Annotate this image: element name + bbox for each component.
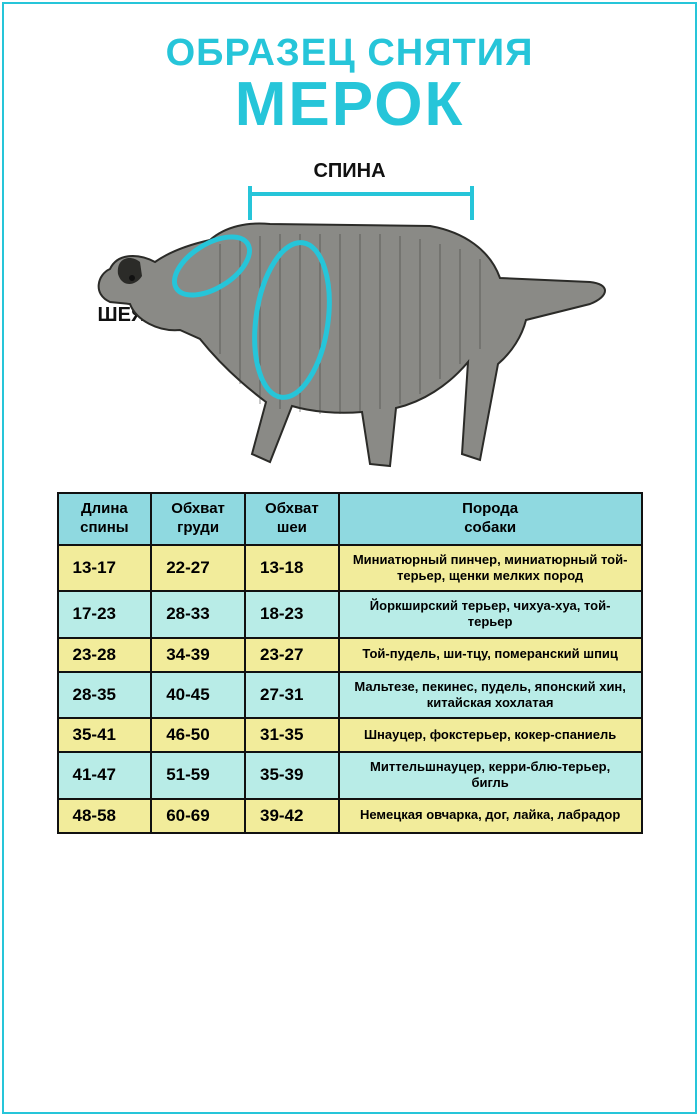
table-row: 35-4146-5031-35Шнауцер, фокстерьер, коке… (58, 718, 642, 752)
cell-breed: Шнауцер, фокстерьер, кокер-спаниель (339, 718, 642, 752)
infographic-frame: ОБРАЗЕЦ СНЯТИЯ МЕРОК СПИНА ШЕЯ ГРУДЬ (2, 2, 697, 1114)
col-header-neck: Обхватшеи (245, 493, 339, 545)
cell-back: 48-58 (58, 799, 152, 833)
cell-back: 35-41 (58, 718, 152, 752)
measurement-diagram: СПИНА ШЕЯ ГРУДЬ (70, 154, 630, 484)
cell-back: 17-23 (58, 591, 152, 638)
table-row: 17-2328-3318-23Йоркширский терьер, чихуа… (58, 591, 642, 638)
col-header-back: Длинаспины (58, 493, 152, 545)
cell-chest: 51-59 (151, 752, 245, 799)
cell-chest: 34-39 (151, 638, 245, 672)
cell-neck: 13-18 (245, 545, 339, 592)
dog-diagram-svg (70, 154, 630, 484)
cell-chest: 28-33 (151, 591, 245, 638)
cell-chest: 22-27 (151, 545, 245, 592)
cell-breed: Миниатюрный пинчер, миниатюрный той-терь… (339, 545, 642, 592)
table-row: 23-2834-3923-27Той-пудель, ши-тцу, помер… (58, 638, 642, 672)
cell-breed: Немецкая овчарка, дог, лайка, лабрадор (339, 799, 642, 833)
cell-neck: 27-31 (245, 672, 339, 719)
cell-breed: Той-пудель, ши-тцу, померанский шпиц (339, 638, 642, 672)
cell-breed: Йоркширский терьер, чихуа-хуа, той-терье… (339, 591, 642, 638)
cell-neck: 18-23 (245, 591, 339, 638)
cell-neck: 35-39 (245, 752, 339, 799)
size-table: ДлинаспиныОбхватгрудиОбхватшеиПородасоба… (57, 492, 643, 834)
size-table-body: 13-1722-2713-18Миниатюрный пинчер, миниа… (58, 545, 642, 833)
dog-icon (98, 224, 604, 466)
cell-chest: 46-50 (151, 718, 245, 752)
cell-back: 23-28 (58, 638, 152, 672)
table-row: 13-1722-2713-18Миниатюрный пинчер, миниа… (58, 545, 642, 592)
cell-back: 28-35 (58, 672, 152, 719)
cell-breed: Миттельшнауцер, керри-блю-терьер, бигль (339, 752, 642, 799)
title-line-1: ОБРАЗЕЦ СНЯТИЯ (166, 34, 534, 72)
cell-chest: 40-45 (151, 672, 245, 719)
cell-neck: 39-42 (245, 799, 339, 833)
table-row: 48-5860-6939-42Немецкая овчарка, дог, ла… (58, 799, 642, 833)
cell-chest: 60-69 (151, 799, 245, 833)
cell-neck: 23-27 (245, 638, 339, 672)
col-header-chest: Обхватгруди (151, 493, 245, 545)
col-header-breed: Породасобаки (339, 493, 642, 545)
table-row: 28-3540-4527-31Мальтезе, пекинес, пудель… (58, 672, 642, 719)
cell-back: 41-47 (58, 752, 152, 799)
table-row: 41-4751-5935-39Миттельшнауцер, керри-блю… (58, 752, 642, 799)
cell-neck: 31-35 (245, 718, 339, 752)
cell-breed: Мальтезе, пекинес, пудель, японский хин,… (339, 672, 642, 719)
cell-back: 13-17 (58, 545, 152, 592)
size-table-head: ДлинаспиныОбхватгрудиОбхватшеиПородасоба… (58, 493, 642, 545)
title-line-2: МЕРОК (235, 74, 465, 136)
